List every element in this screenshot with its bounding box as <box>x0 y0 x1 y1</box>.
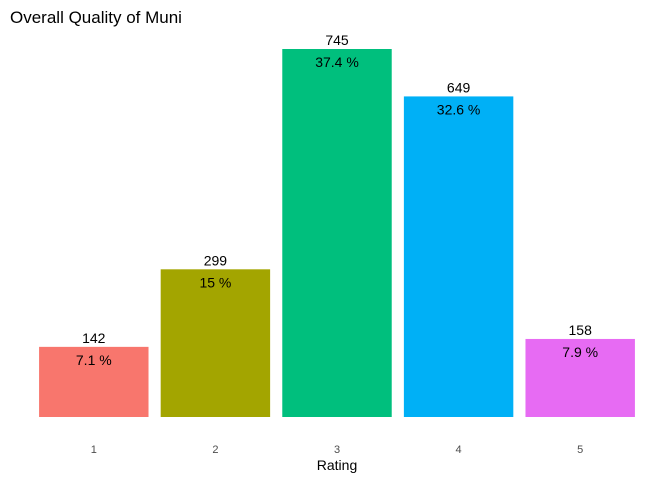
bar-rating-1 <box>39 346 149 417</box>
percent-label-rating-3: 37.4 % <box>315 54 359 70</box>
percent-label-rating-1: 7.1 % <box>76 352 112 368</box>
bar-rating-5 <box>525 338 635 417</box>
percent-label-rating-5: 7.9 % <box>562 344 598 360</box>
percent-label-rating-2: 15 % <box>199 274 231 290</box>
x-tick-label-3: 3 <box>334 444 340 456</box>
x-tick-label-1: 1 <box>91 444 97 456</box>
x-tick-label-4: 4 <box>456 444 462 456</box>
percent-labels-group: 7.1 % 15 % 37.4 % 32.6 % 7.9 % <box>76 54 598 368</box>
count-label-rating-1: 142 <box>82 330 106 346</box>
x-tick-label-2: 2 <box>212 444 218 456</box>
bar-rating-4 <box>403 96 514 418</box>
count-label-rating-5: 158 <box>569 322 593 338</box>
count-label-rating-2: 299 <box>204 252 228 268</box>
count-label-rating-4: 649 <box>447 79 471 95</box>
bars-group <box>39 49 635 418</box>
percent-label-rating-4: 32.6 % <box>437 101 481 117</box>
x-tick-labels-group: 1 2 3 4 5 <box>91 444 584 456</box>
count-labels-group: 142 299 745 649 158 <box>82 32 592 346</box>
bar-rating-2 <box>160 269 271 417</box>
bar-rating-3 <box>282 49 392 417</box>
x-tick-label-5: 5 <box>577 444 583 456</box>
chart-title: Overall Quality of Muni <box>10 8 182 27</box>
count-label-rating-3: 745 <box>325 32 349 48</box>
x-axis-title: Rating <box>317 457 357 473</box>
